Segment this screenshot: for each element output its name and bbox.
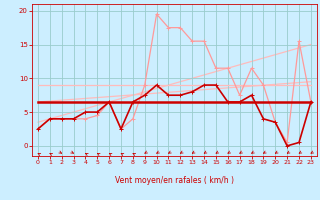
X-axis label: Vent moyen/en rafales ( km/h ): Vent moyen/en rafales ( km/h ) bbox=[115, 176, 234, 185]
